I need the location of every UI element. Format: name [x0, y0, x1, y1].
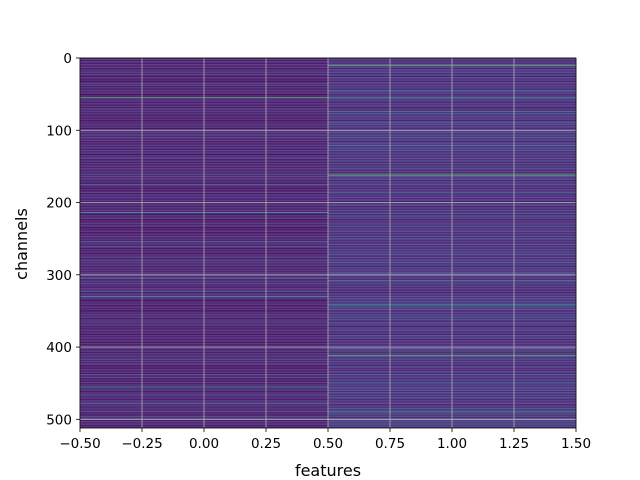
y-tick-label: 400: [46, 340, 72, 356]
x-tick-label: 0.00: [189, 436, 219, 452]
y-tick-label: 300: [46, 268, 72, 284]
x-tick-label: −0.50: [59, 436, 100, 452]
y-tick-label: 100: [46, 123, 72, 139]
y-tick-label: 200: [46, 196, 72, 212]
plot-area: [79, 57, 577, 429]
x-tick-label: 1.25: [499, 436, 529, 452]
x-tick-label: 1.00: [437, 436, 467, 452]
x-tick-label: 0.50: [313, 436, 343, 452]
x-tick-label: −0.25: [121, 436, 162, 452]
y-tick-label: 500: [46, 412, 72, 428]
x-axis-label: features: [295, 461, 361, 480]
x-tick-label: 0.75: [375, 436, 405, 452]
y-axis-ticks: 0 100 200 300 400 500: [46, 51, 80, 428]
y-tick-label: 0: [63, 51, 72, 67]
y-axis-label: channels: [12, 208, 31, 280]
x-tick-label: 1.50: [561, 436, 591, 452]
x-axis-ticks: −0.50 −0.25 0.00 0.25 0.50 0.75 1.00 1.25 1.50: [59, 428, 591, 452]
x-tick-label: 0.25: [251, 436, 281, 452]
